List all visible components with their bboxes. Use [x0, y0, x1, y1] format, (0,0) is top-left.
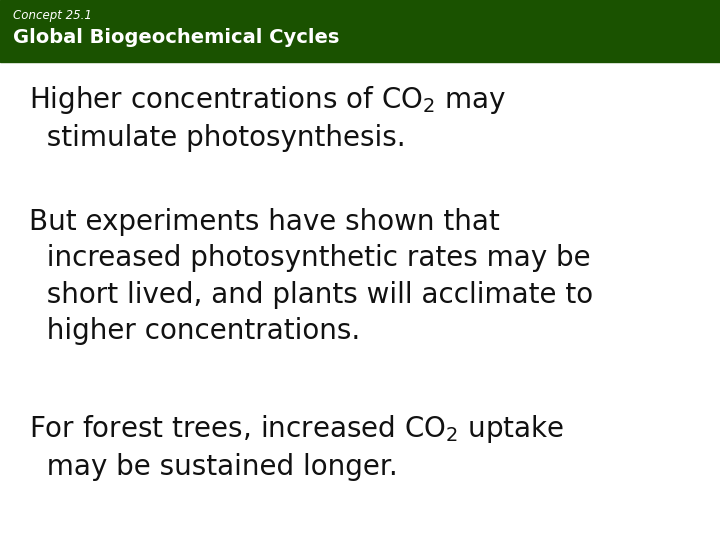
- Text: Higher concentrations of CO$_2$ may
  stimulate photosynthesis.: Higher concentrations of CO$_2$ may stim…: [29, 84, 506, 152]
- Text: But experiments have shown that
  increased photosynthetic rates may be
  short : But experiments have shown that increase…: [29, 208, 593, 345]
- Text: Global Biogeochemical Cycles: Global Biogeochemical Cycles: [13, 28, 339, 47]
- Text: For forest trees, increased CO$_2$ uptake
  may be sustained longer.: For forest trees, increased CO$_2$ uptak…: [29, 413, 564, 482]
- Text: Concept 25.1: Concept 25.1: [13, 9, 92, 22]
- FancyBboxPatch shape: [0, 0, 720, 62]
